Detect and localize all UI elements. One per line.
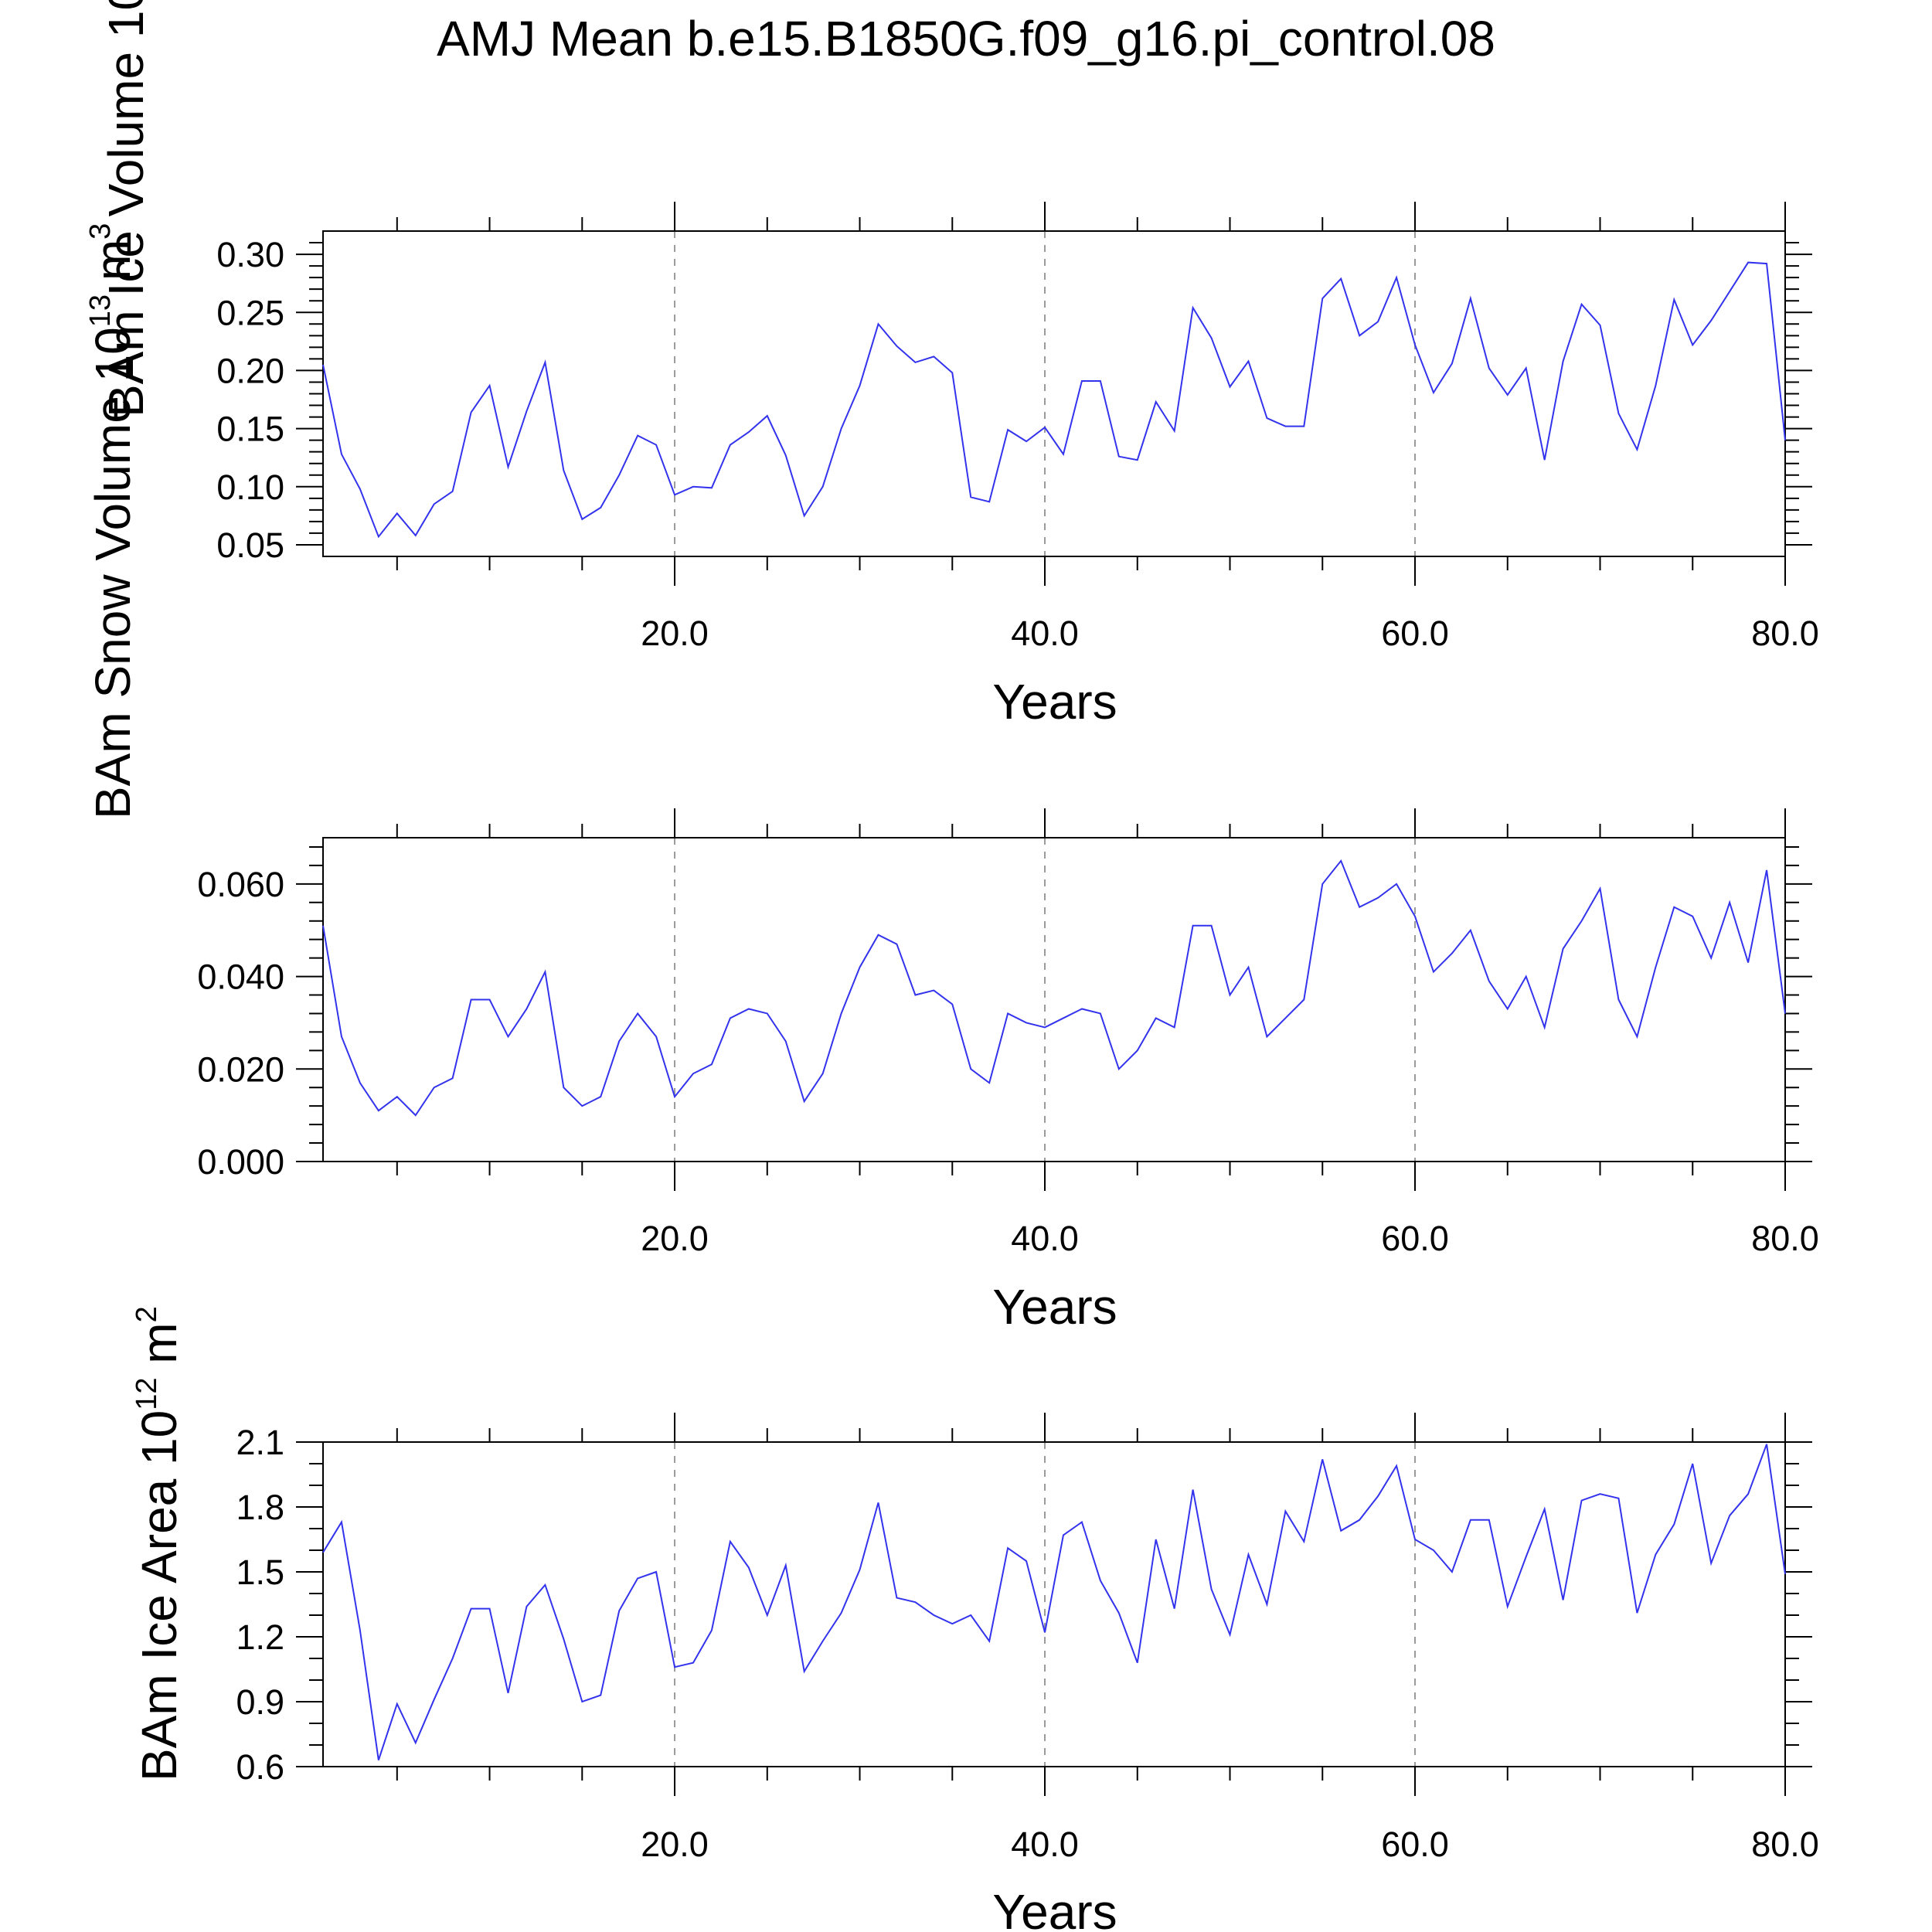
x-tick-label: 60.0 bbox=[1381, 1219, 1449, 1258]
x-tick-label: 40.0 bbox=[1011, 1825, 1079, 1864]
x-tick-label: 20.0 bbox=[641, 1825, 709, 1864]
y-axis-title-main: BAm Ice Area 10 bbox=[131, 1410, 187, 1781]
x-tick-label: 60.0 bbox=[1381, 1825, 1449, 1864]
x-axis-title: Years bbox=[992, 1884, 1117, 1932]
x-tick-label: 60.0 bbox=[1381, 614, 1449, 653]
x-tick-label: 20.0 bbox=[641, 614, 709, 653]
y-axis-title: BAm Ice Area 1012 m2 bbox=[131, 1306, 187, 1781]
y-axis-title-mid: m bbox=[131, 1322, 187, 1377]
plot-frame bbox=[322, 1441, 1786, 1767]
y-axis-title-mid: m bbox=[85, 240, 141, 294]
figure-title: AMJ Mean b.e15.B1850G.f09_g16.pi_control… bbox=[437, 11, 1495, 66]
x-tick-label: 40.0 bbox=[1011, 1219, 1079, 1258]
y-tick-label: 0.15 bbox=[216, 410, 284, 449]
series-line bbox=[322, 261, 1786, 539]
y-tick-label: 0.020 bbox=[197, 1049, 284, 1089]
y-tick-label: 0.040 bbox=[197, 957, 284, 997]
chart-panel-2: 20.0 40.0 60.0 80.0 0.000 0.020 0.040 0.060 Year… bbox=[84, 223, 1819, 1335]
x-tick-label: 20.0 bbox=[641, 1219, 709, 1258]
series-line bbox=[322, 859, 1786, 1117]
chart-panel-1: 20.0 40.0 60.0 80.0 0.05 0.10 0.15 0.20 0.25 0.30… bbox=[97, 0, 1819, 730]
y-tick-label: 1.2 bbox=[236, 1617, 284, 1657]
y-tick-label: 0.10 bbox=[216, 468, 284, 507]
y-axis-title-main: BAm Snow Volume 10 bbox=[85, 327, 141, 819]
y-axis-title-main: BAm Ice Volume 10 bbox=[98, 0, 154, 417]
y-axis-title: BAm Ice Volume 1013 m3 bbox=[97, 0, 154, 417]
y-axis-title-sup2: 2 bbox=[131, 1306, 163, 1322]
x-tick-label: 80.0 bbox=[1751, 614, 1819, 653]
y-tick-label: 0.6 bbox=[236, 1747, 284, 1787]
series-line bbox=[322, 1444, 1786, 1760]
y-tick-label: 0.060 bbox=[197, 865, 284, 904]
y-tick-label: 0.30 bbox=[216, 235, 284, 274]
y-tick-label: 0.000 bbox=[197, 1142, 284, 1182]
plot-frame bbox=[322, 837, 1786, 1162]
y-tick-label: 1.5 bbox=[236, 1553, 284, 1592]
chart-panel-3: 20.0 40.0 60.0 80.0 0.6 0.9 1.2 1.5 1.8 2.1 Years B… bbox=[131, 1306, 1819, 1932]
y-axis-title: BAm Snow Volume 1013 m3 bbox=[84, 223, 141, 819]
y-tick-label: 0.9 bbox=[236, 1682, 284, 1722]
x-tick-label: 80.0 bbox=[1751, 1825, 1819, 1864]
x-axis-title: Years bbox=[992, 1279, 1117, 1335]
y-axis-title-sup1: 12 bbox=[131, 1377, 163, 1410]
plot-frame bbox=[322, 230, 1786, 557]
y-axis-title-sup1: 13 bbox=[84, 294, 117, 327]
y-tick-label: 2.1 bbox=[236, 1423, 284, 1462]
y-tick-label: 0.20 bbox=[216, 351, 284, 390]
x-tick-label: 80.0 bbox=[1751, 1219, 1819, 1258]
x-axis-title: Years bbox=[992, 674, 1117, 730]
x-tick-label: 40.0 bbox=[1011, 614, 1079, 653]
y-axis-title-sup2: 3 bbox=[84, 223, 117, 240]
y-tick-label: 1.8 bbox=[236, 1488, 284, 1527]
y-tick-label: 0.05 bbox=[216, 526, 284, 565]
y-tick-label: 0.25 bbox=[216, 293, 284, 332]
